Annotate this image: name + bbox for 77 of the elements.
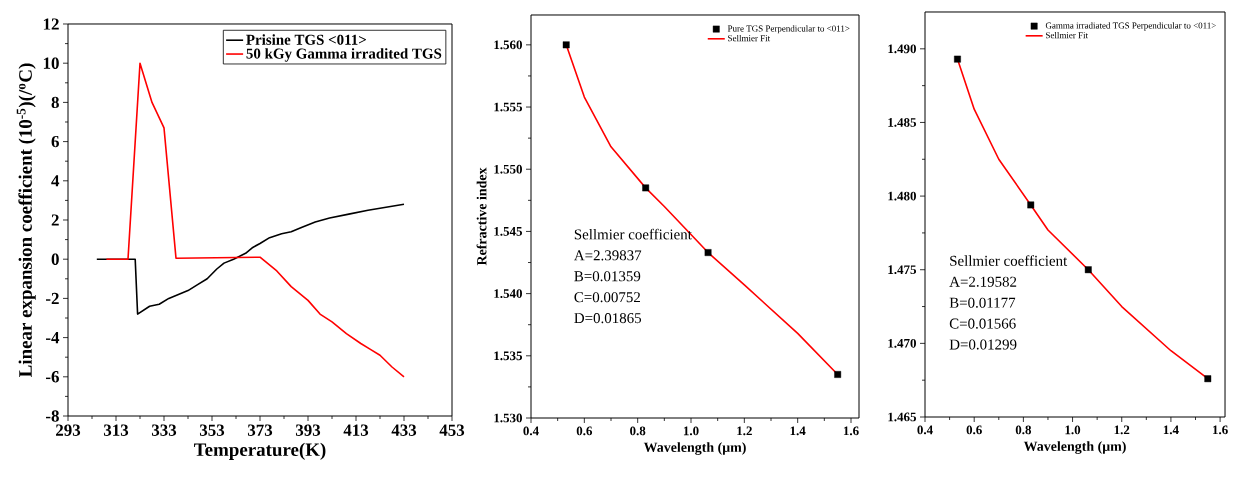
annotation: B=0.01359 [574, 271, 641, 282]
x-tick-label: 0.6 [966, 425, 982, 435]
x-tick-label: 353 [199, 424, 225, 436]
y-tick-label: 10 [43, 57, 59, 69]
y-tick-label: 6 [51, 135, 59, 148]
y-tick-label: 2 [51, 214, 59, 226]
legend-label: Sellmier Fit [1046, 31, 1088, 39]
x-tick-label: 0.8 [630, 426, 646, 436]
x-tick-label: 313 [103, 424, 129, 436]
legend-label: Pure TGS Perpendicular to <011> [727, 25, 850, 34]
x-tick-label: 1.6 [843, 426, 859, 436]
y-tick-label: 1.485 [888, 118, 917, 127]
x-tick-label: 1.6 [1213, 425, 1228, 435]
legend-label: 50 kGy Gamma irradited TGS [246, 48, 442, 62]
x-tick-label: 433 [391, 424, 417, 436]
y-tick-label: 1.540 [494, 289, 522, 299]
y-tick-label: 1.545 [494, 227, 523, 236]
y-tick-label: 12 [43, 18, 59, 30]
y-tick-label: 1.480 [888, 191, 916, 201]
x-tick-label: 1.0 [1065, 425, 1081, 435]
y-tick-label: 1.465 [888, 412, 917, 422]
point [1084, 266, 1092, 274]
annotation: A=2.19582 [949, 276, 1017, 287]
x-tick-label: 0.6 [576, 426, 593, 436]
y-tick-label: 1.550 [494, 164, 522, 174]
y-tick-label: -6 [46, 371, 59, 383]
y-tick-label: -8 [46, 410, 59, 422]
point [642, 184, 650, 192]
legend-label: Prisine TGS <011> [246, 34, 366, 45]
x-tick-label: 373 [247, 424, 273, 436]
y-tick-label: 1.560 [494, 40, 522, 50]
y-tick-label: 1.530 [494, 413, 522, 423]
x-tick-label: 0.8 [1015, 425, 1032, 435]
x-axis-title: Wavelength (μm) [1023, 441, 1126, 454]
y-axis-title: Linear expansion coefficient (10$^{-5}$)(/$^{o}$C) [16, 63, 36, 377]
x-tick-label: 0.4 [523, 426, 539, 436]
point [954, 55, 961, 63]
x-tick-label: 293 [56, 424, 81, 436]
x-tick-label: 393 [295, 424, 321, 436]
annotation: Sellmier coefficient [574, 228, 692, 240]
y-tick-label: 0 [51, 253, 59, 265]
annotation: D=0.01865 [574, 313, 642, 324]
x-axis-title: Temperature(K) [194, 442, 326, 460]
annotation: C=0.01566 [949, 318, 1016, 329]
y-tick-label: 1.470 [888, 338, 916, 348]
point [562, 41, 570, 49]
legend-label: Sellmier Fit [728, 34, 771, 42]
y-axis-title: Refractive index [476, 167, 487, 266]
line-series [105, 62, 405, 378]
x-tick-label: 1.2 [737, 426, 752, 436]
x-tick-label: 0.4 [917, 425, 933, 435]
x-tick-label: 1.0 [683, 426, 699, 436]
annotation: C=0.00752 [574, 292, 640, 303]
point [1204, 375, 1212, 383]
x-tick-label: 1.4 [1163, 425, 1179, 435]
y-tick-label: 1.535 [494, 351, 523, 361]
y-tick-label: 1.490 [888, 44, 916, 54]
y-tick-label: 8 [51, 96, 59, 109]
annotation: D=0.01299 [949, 339, 1017, 350]
point [834, 371, 842, 378]
x-tick-label: 1.2 [1114, 425, 1130, 435]
x-tick-label: 1.4 [790, 426, 806, 436]
y-tick-label: 1.555 [494, 102, 523, 112]
x-tick-label: 453 [439, 424, 465, 436]
annotation: Sellmier coefficient [950, 255, 1068, 266]
legend-label: Gamma irradiated TGS Perpendicular to <011> [1045, 22, 1216, 31]
y-tick-label: 1.475 [888, 265, 917, 275]
x-axis-title: Wavelength (μm) [643, 442, 746, 455]
x-tick-label: 333 [151, 424, 177, 436]
x-tick-label: 413 [343, 424, 369, 436]
annotation: B=0.01177 [949, 297, 1016, 308]
y-tick-label: 4 [51, 175, 60, 187]
annotation: A=2.39837 [573, 250, 642, 261]
point [1027, 201, 1035, 209]
y-tick-label: -4 [46, 332, 60, 344]
point [704, 249, 712, 256]
y-tick-label: -2 [46, 292, 59, 305]
